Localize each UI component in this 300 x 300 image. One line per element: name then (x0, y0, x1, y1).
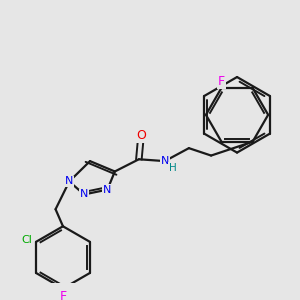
Text: N: N (103, 184, 112, 195)
Text: O: O (136, 129, 146, 142)
Text: F: F (218, 75, 225, 88)
Text: N: N (65, 176, 74, 187)
Text: F: F (59, 290, 67, 300)
Text: H: H (169, 163, 176, 173)
Text: Cl: Cl (22, 235, 33, 244)
Text: N: N (160, 156, 169, 166)
Text: N: N (80, 189, 88, 200)
